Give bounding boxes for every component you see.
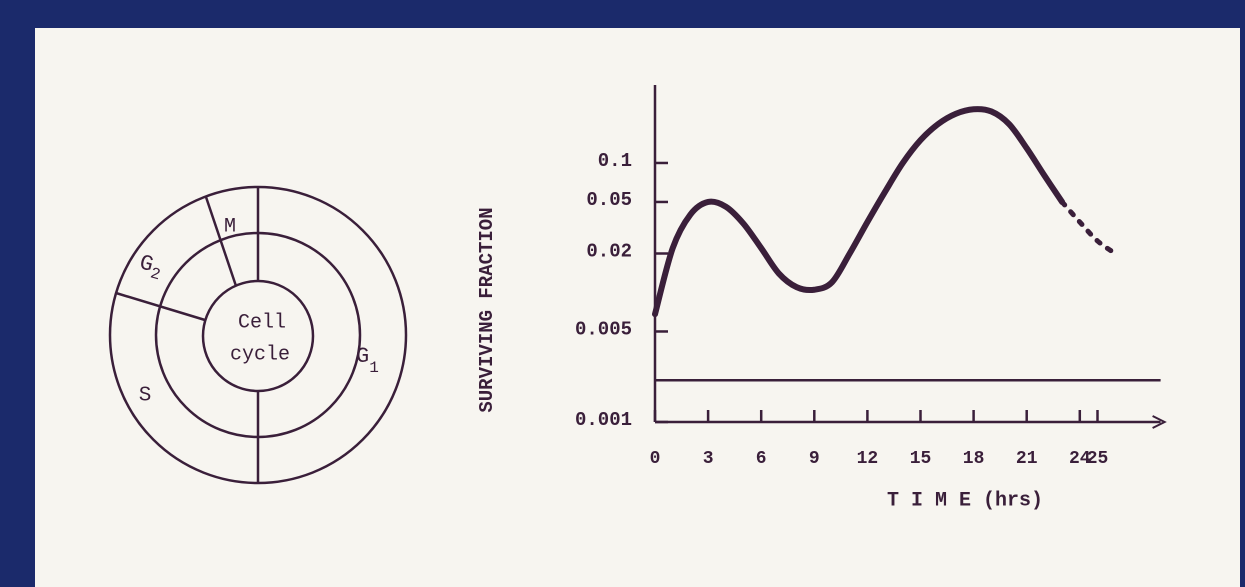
x-tick-label: 21 xyxy=(1016,449,1038,469)
x-tick-label: 18 xyxy=(963,449,985,469)
y-tick-label: 0.1 xyxy=(598,150,632,172)
panel xyxy=(35,28,1240,587)
survival-curve xyxy=(1059,199,1118,256)
x-tick-label: 9 xyxy=(809,449,820,469)
phase-label: G2 xyxy=(136,250,166,284)
x-tick-label: 15 xyxy=(910,449,932,469)
y-tick-label: 0.001 xyxy=(575,409,632,431)
x-tick-label: 24 xyxy=(1069,449,1091,469)
survival-curve xyxy=(652,106,1066,318)
cell-cycle-diagram: M G2 S G1 Cell cycle xyxy=(108,185,408,485)
x-tick-label: 25 xyxy=(1087,449,1109,469)
phase-subscript: 2 xyxy=(148,265,162,285)
y-tick-label: 0.05 xyxy=(586,189,632,211)
y-tick-label: 0.005 xyxy=(575,318,632,340)
x-axis-label: T I M E (hrs) xyxy=(887,489,1043,512)
x-tick-label: 3 xyxy=(703,449,714,469)
center-label: Cell xyxy=(238,311,286,334)
phase-subscript: 1 xyxy=(369,359,379,377)
center-label: cycle xyxy=(230,343,290,366)
x-tick-label: 6 xyxy=(756,449,767,469)
x-axis-arrow xyxy=(1152,415,1167,429)
y-axis-label: SURVIVING FRACTION xyxy=(476,207,498,412)
phase-label: S xyxy=(139,385,152,408)
divider xyxy=(115,291,206,322)
divider xyxy=(204,196,238,287)
phase-label: M xyxy=(224,215,236,238)
phase-label: G1 xyxy=(356,344,379,377)
phase-letter: G xyxy=(137,250,156,278)
phase-letter: G xyxy=(356,344,369,369)
x-tick-label: 0 xyxy=(650,449,661,469)
y-tick-label: 0.02 xyxy=(586,241,632,263)
x-tick-label: 12 xyxy=(857,449,879,469)
